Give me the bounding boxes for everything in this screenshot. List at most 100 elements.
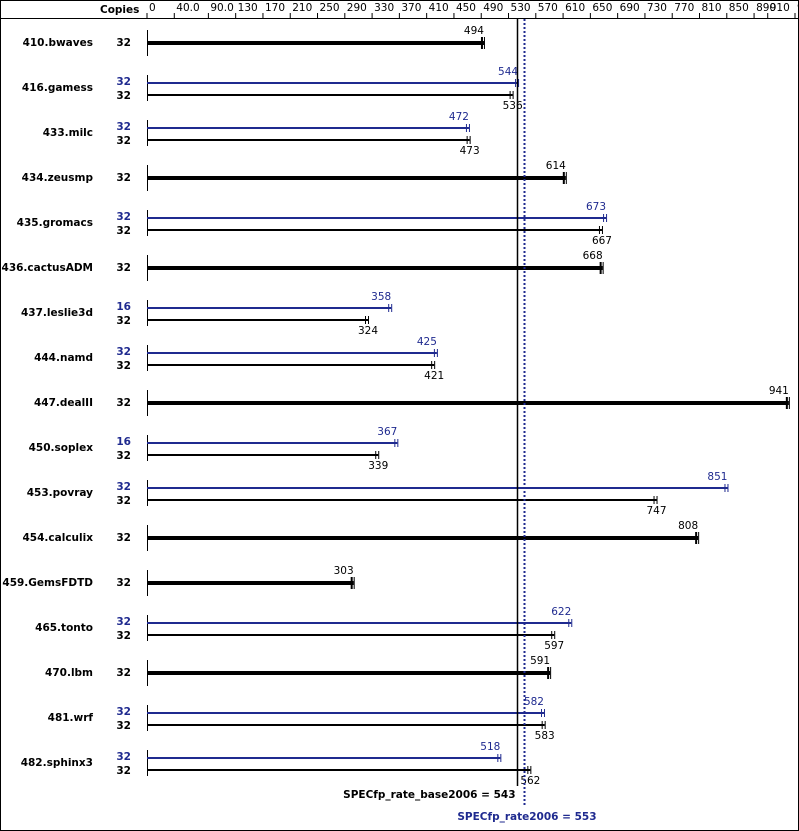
x-tick-label: 890 (756, 2, 776, 14)
category-label: 434.zeusmp (22, 172, 94, 184)
bar (147, 229, 602, 231)
bar (147, 266, 603, 270)
copies-label: 32 (116, 76, 131, 88)
value-label: 622 (551, 606, 571, 618)
copies-label: 32 (116, 225, 131, 237)
copies-label: 32 (116, 172, 131, 184)
value-label: 339 (368, 460, 388, 472)
category-label: 465.tonto (35, 622, 93, 634)
x-tick-label: 490 (483, 2, 503, 14)
value-label: 668 (583, 250, 603, 262)
x-tick-label: 250 (320, 2, 340, 14)
reference-name: SPECfp_rate2006 = (457, 811, 571, 823)
copies-label: 32 (116, 616, 131, 628)
copies-label: 32 (116, 495, 131, 507)
copies-label: 32 (116, 262, 131, 274)
bar (147, 757, 501, 759)
value-label: 941 (769, 385, 789, 397)
value-label: 667 (592, 235, 612, 247)
bar (147, 499, 657, 501)
category-label: 482.sphinx3 (21, 757, 93, 769)
value-label: 358 (371, 291, 391, 303)
x-tick-label: 850 (729, 2, 749, 14)
bar (147, 671, 551, 675)
copies-label: 32 (116, 706, 131, 718)
copies-label: 32 (116, 211, 131, 223)
bar (147, 401, 789, 405)
bar (147, 454, 379, 456)
copies-label: 32 (116, 346, 131, 358)
category-label: 433.milc (43, 127, 93, 139)
x-tick-label: 610 (565, 2, 585, 14)
copies-label: 32 (116, 90, 131, 102)
x-tick-label: 730 (647, 2, 667, 14)
x-tick-label: 410 (429, 2, 449, 14)
category-label: 454.calculix (23, 532, 94, 544)
bar (147, 352, 437, 354)
copies-label: 32 (116, 667, 131, 679)
copies-label: 16 (116, 436, 131, 448)
reference-label: SPECfp_rate_base2006 = 543 (343, 789, 515, 801)
reference-label: SPECfp_rate2006 = 553 (457, 811, 596, 823)
bar (147, 319, 369, 321)
value-label: 518 (480, 741, 500, 753)
value-label: 614 (546, 160, 566, 172)
category-label: 435.gromacs (17, 217, 93, 229)
value-label: 851 (707, 471, 727, 483)
copies-label: 32 (116, 481, 131, 493)
copies-label: 32 (116, 577, 131, 589)
x-tick-label: 950 (797, 2, 799, 14)
reference-name: SPECfp_rate_base2006 = (343, 789, 490, 801)
value-label: 303 (334, 565, 354, 577)
copies-label: 32 (116, 765, 131, 777)
category-label: 444.namd (34, 352, 93, 364)
category-label: 459.GemsFDTD (2, 577, 93, 589)
value-label: 536 (503, 100, 523, 112)
bar (147, 581, 354, 585)
x-tick-label: 770 (674, 2, 694, 14)
bar (147, 364, 435, 366)
reference-value: 543 (494, 789, 516, 801)
bar (147, 82, 519, 84)
category-label: 470.lbm (45, 667, 93, 679)
value-label: 597 (544, 640, 564, 652)
value-label: 367 (377, 426, 397, 438)
copies-label: 32 (116, 720, 131, 732)
x-tick-label: 650 (592, 2, 612, 14)
x-tick-label: 370 (401, 2, 421, 14)
bar (147, 176, 566, 180)
copies-label: 32 (116, 751, 131, 763)
reference-value: 553 (575, 811, 597, 823)
copies-label: 16 (116, 301, 131, 313)
category-label: 450.soplex (29, 442, 94, 454)
value-label: 324 (358, 325, 378, 337)
copies-label: 32 (116, 135, 131, 147)
value-label: 421 (424, 370, 444, 382)
value-label: 808 (678, 520, 698, 532)
x-tick-label: 170 (265, 2, 285, 14)
value-label: 591 (530, 655, 550, 667)
copies-label: 32 (116, 450, 131, 462)
copies-label: 32 (116, 121, 131, 133)
category-label: 481.wrf (48, 712, 94, 724)
x-tick-label: 0 (149, 2, 156, 14)
copies-label: 32 (116, 360, 131, 372)
value-label: 544 (498, 66, 518, 78)
x-tick-label: 290 (347, 2, 367, 14)
x-tick-label: 690 (620, 2, 640, 14)
x-tick-label: 910 (770, 2, 790, 14)
x-tick-label: 90.0 (210, 2, 233, 14)
bar (147, 307, 392, 309)
copies-label: 32 (116, 532, 131, 544)
category-label: 437.leslie3d (21, 307, 93, 319)
category-label: 416.gamess (22, 82, 93, 94)
bar (147, 217, 607, 219)
value-label: 494 (464, 25, 484, 37)
bar (147, 41, 484, 45)
bar (147, 94, 513, 96)
value-label: 425 (417, 336, 437, 348)
category-label: 453.povray (27, 487, 93, 499)
copies-label: 32 (116, 397, 131, 409)
